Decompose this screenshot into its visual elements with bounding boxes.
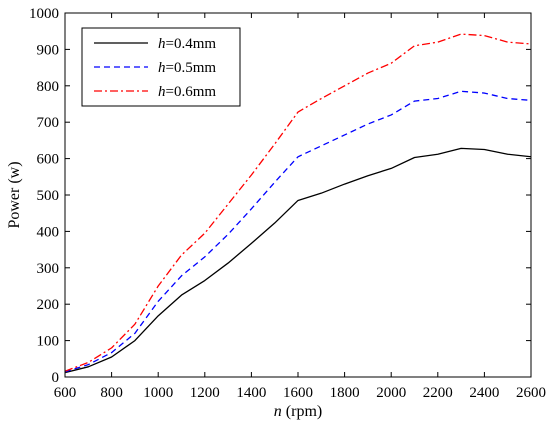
x-tick-label: 1800: [330, 385, 360, 401]
y-tick-label: 300: [37, 261, 60, 277]
series-line-2: [64, 90, 532, 373]
y-axis-label: Power (w): [6, 161, 23, 228]
legend-label-3: h=0.6mm: [158, 84, 216, 100]
x-tick-label: 600: [54, 385, 77, 401]
legend-label-2: h=0.5mm: [158, 60, 216, 76]
x-tick-label: 1000: [143, 385, 173, 401]
x-tick-label: 2200: [423, 385, 453, 401]
x-tick-label: 2400: [469, 385, 499, 401]
y-tick-label: 500: [37, 188, 60, 204]
series-line-3: [64, 33, 532, 372]
y-tick-label: 200: [37, 297, 60, 313]
y-tick-label: 100: [37, 334, 60, 350]
y-tick-label: 600: [37, 152, 60, 168]
x-tick-label: 1400: [236, 385, 266, 401]
y-tick-label: 0: [52, 370, 60, 386]
x-tick-label: 800: [100, 385, 123, 401]
x-tick-label: 2000: [376, 385, 406, 401]
legend: h=0.4mm h=0.5mm h=0.6mm: [81, 27, 241, 107]
x-tick-label: 1200: [190, 385, 220, 401]
series-line-1: [64, 147, 532, 374]
y-tick-label: 700: [37, 115, 60, 131]
y-tick-label: 1000: [29, 6, 59, 22]
x-tick-label: 1600: [283, 385, 313, 401]
x-axis-label: n (rpm): [274, 403, 322, 420]
legend-label-1: h=0.4mm: [158, 36, 216, 52]
y-tick-label: 800: [37, 79, 60, 95]
y-tick-label: 900: [37, 42, 60, 58]
y-tick-label: 400: [37, 224, 60, 240]
x-tick-label: 2600: [516, 385, 546, 401]
